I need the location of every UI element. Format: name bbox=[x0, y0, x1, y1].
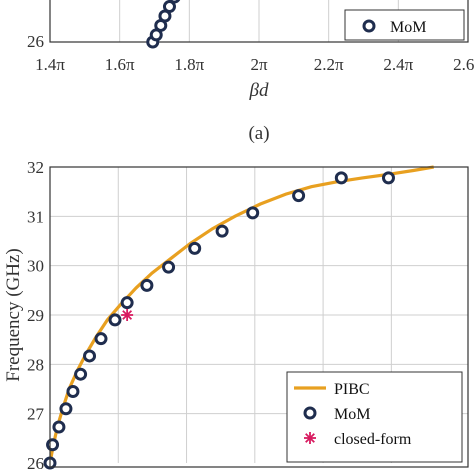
legend-closed-form-label: closed-form bbox=[334, 431, 412, 448]
mom-point bbox=[140, 278, 154, 292]
legend-pibc-label: PIBC bbox=[334, 381, 370, 398]
bottom-legend: PIBC MoM closed-form bbox=[286, 371, 463, 463]
mom-point bbox=[120, 296, 134, 310]
mom-point bbox=[46, 438, 60, 452]
top-x-ticks: 1.4π 1.6π 1.8π 2π 2.2π 2.4π 2.6π bbox=[35, 55, 474, 74]
legend-closed-form-marker bbox=[304, 432, 316, 444]
top-y-tick-26: 26 bbox=[27, 32, 44, 51]
mom-point bbox=[52, 420, 66, 434]
mom-point bbox=[94, 332, 108, 346]
legend-mom-marker bbox=[303, 406, 317, 420]
top-mom-point bbox=[162, 0, 176, 14]
top-legend: MoM bbox=[344, 9, 465, 41]
top-x-tick-label: 1.8π bbox=[174, 55, 204, 74]
bottom-y-axis-label: Frequency (GHz) bbox=[3, 248, 24, 381]
mom-point bbox=[188, 241, 202, 255]
bottom-y-tick-label: 28 bbox=[27, 355, 44, 374]
mom-point bbox=[334, 171, 348, 185]
mom-point bbox=[74, 367, 88, 381]
top-panel: 26 1.4π 1.6π 1.8π 2π 2.2π 2.4π 2.6π βd MoM (a) bbox=[27, 0, 474, 144]
mom-point bbox=[381, 171, 395, 185]
top-x-tick-label: 2.4π bbox=[383, 55, 413, 74]
mom-point bbox=[66, 384, 80, 398]
bottom-y-tick-label: 32 bbox=[27, 158, 44, 177]
top-x-axis-label: βd bbox=[249, 80, 269, 101]
bottom-y-tick-label: 26 bbox=[27, 454, 44, 473]
top-x-tick-label: 1.6π bbox=[105, 55, 135, 74]
mom-point bbox=[246, 206, 260, 220]
bottom-y-ticks: 26 27 28 29 30 31 32 bbox=[27, 158, 45, 473]
bottom-grid bbox=[50, 167, 468, 463]
top-x-tick-label: 2.2π bbox=[314, 55, 344, 74]
top-legend-mom-marker bbox=[362, 19, 376, 33]
bottom-y-tick-label: 30 bbox=[27, 257, 44, 276]
top-legend-mom-label: MoM bbox=[390, 19, 426, 36]
mom-point bbox=[108, 313, 122, 327]
panel-caption: (a) bbox=[248, 123, 269, 144]
legend-mom-label: MoM bbox=[334, 406, 370, 423]
top-mom-point bbox=[168, 0, 181, 4]
mom-point bbox=[292, 189, 306, 203]
mom-point bbox=[215, 224, 229, 238]
bottom-y-tick-label: 31 bbox=[27, 207, 44, 226]
bottom-plot-frame bbox=[49, 166, 469, 468]
bottom-y-tick-label: 27 bbox=[27, 405, 45, 424]
top-plot-frame bbox=[49, 0, 469, 43]
top-x-tick-label: 2π bbox=[250, 55, 268, 74]
top-points bbox=[146, 0, 181, 49]
mom-point bbox=[59, 402, 73, 416]
mom-point bbox=[83, 349, 97, 363]
mom-point bbox=[162, 260, 176, 274]
top-x-tick-label: 2.6π bbox=[453, 55, 474, 74]
bottom-panel: 26 27 28 29 30 31 32 Frequency (GHz) PIBC MoM … bbox=[3, 158, 469, 473]
closed-form-point bbox=[121, 309, 134, 321]
closed-form-points bbox=[121, 309, 134, 321]
bottom-y-tick-label: 29 bbox=[27, 306, 44, 325]
top-x-tick-label: 1.4π bbox=[35, 55, 65, 74]
